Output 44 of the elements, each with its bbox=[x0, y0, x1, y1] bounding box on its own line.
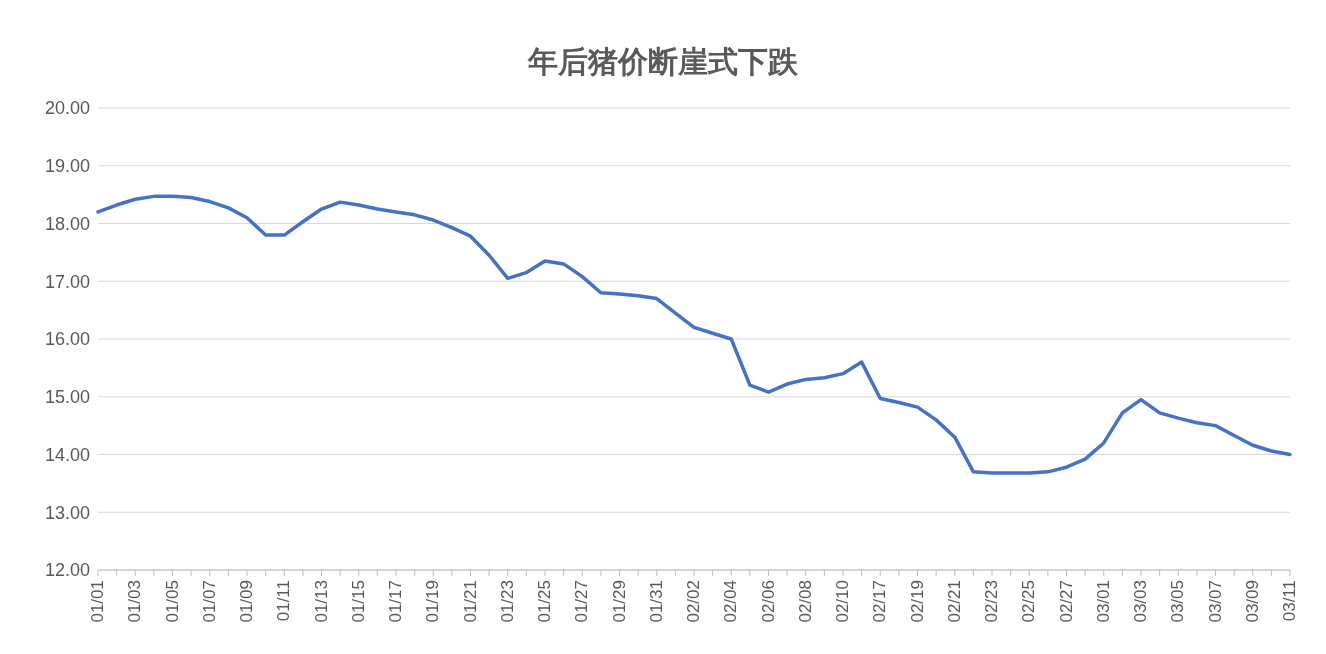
x-tick-label: 03/03 bbox=[1131, 580, 1151, 623]
x-tick-label: 01/19 bbox=[423, 580, 443, 623]
x-tick-label: 02/06 bbox=[758, 580, 778, 623]
x-tick-label: 01/15 bbox=[348, 580, 368, 623]
x-tick-label: 02/23 bbox=[982, 580, 1002, 623]
x-tick-label: 01/11 bbox=[274, 580, 294, 622]
x-tick-label: 02/27 bbox=[1056, 580, 1076, 623]
x-tick-label: 03/05 bbox=[1168, 580, 1188, 623]
x-tick-label: 01/23 bbox=[497, 580, 517, 623]
x-tick-label: 02/02 bbox=[684, 580, 704, 623]
y-tick-label: 17.00 bbox=[44, 271, 90, 292]
x-tick-label: 02/10 bbox=[833, 580, 853, 623]
x-tick-label: 02/25 bbox=[1019, 580, 1039, 623]
x-tick-label: 01/29 bbox=[609, 580, 629, 623]
y-tick-label: 20.00 bbox=[44, 98, 90, 119]
x-tick-label: 02/04 bbox=[721, 580, 741, 623]
x-tick-label: 03/01 bbox=[1093, 580, 1113, 623]
x-tick-label: 02/21 bbox=[944, 580, 964, 623]
x-tick-label: 03/07 bbox=[1205, 580, 1225, 623]
y-tick-label: 16.00 bbox=[44, 329, 90, 350]
line-series bbox=[96, 194, 1292, 475]
x-tick-label: 03/11 bbox=[1280, 580, 1300, 622]
x-tick-label: 02/08 bbox=[795, 580, 815, 623]
x-tick-label: 02/19 bbox=[907, 580, 927, 623]
x-tick-label: 01/27 bbox=[572, 580, 592, 623]
y-tick-label: 19.00 bbox=[44, 156, 90, 177]
x-tick-label: 01/31 bbox=[646, 580, 666, 623]
x-tick-label: 01/25 bbox=[535, 580, 555, 623]
x-tick-label: 01/07 bbox=[199, 580, 219, 623]
y-tick-label: 14.00 bbox=[44, 444, 90, 465]
x-tick-label: 01/21 bbox=[460, 580, 480, 623]
y-tick-label: 18.00 bbox=[44, 213, 90, 234]
x-tick-label: 01/01 bbox=[88, 580, 108, 623]
x-tick-label: 01/05 bbox=[162, 580, 182, 623]
x-tick-label: 03/09 bbox=[1242, 580, 1262, 623]
chart-title: 年后猪价断崖式下跌 bbox=[526, 44, 799, 80]
x-tick-label: 02/17 bbox=[870, 580, 890, 623]
y-tick-label: 15.00 bbox=[44, 387, 90, 408]
x-tick-label: 01/17 bbox=[386, 580, 406, 623]
x-tick-label: 01/13 bbox=[311, 580, 331, 623]
y-tick-label: 13.00 bbox=[44, 502, 90, 523]
x-tick-label: 01/09 bbox=[237, 580, 257, 623]
x-tick-label: 01/03 bbox=[125, 580, 145, 623]
y-tick-label: 12.00 bbox=[44, 560, 90, 581]
